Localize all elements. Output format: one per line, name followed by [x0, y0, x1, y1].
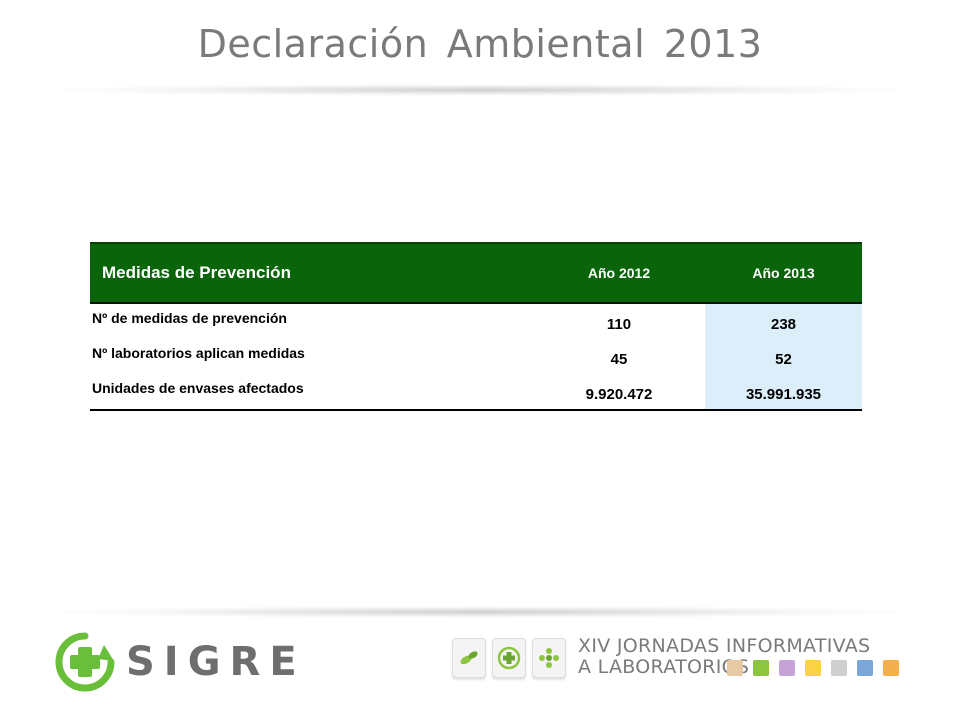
row-label: Nº laboratorios aplican medidas [92, 345, 305, 361]
table-body: Nº de medidas de prevención 110 238 Nº l… [90, 304, 862, 411]
header-year-2013: Año 2013 [752, 265, 815, 281]
color-square [883, 660, 899, 676]
color-squares [727, 660, 899, 676]
header-year-2012: Año 2012 [587, 265, 651, 281]
logo-text: SIGRE [126, 639, 306, 685]
cell-2012: 45 [610, 351, 628, 368]
cross-icon [492, 638, 526, 678]
table-header: Medidas de Prevención Año 2012 Año 2013 [90, 242, 862, 304]
color-square [857, 660, 873, 676]
sigre-logo: SIGRE [54, 632, 306, 692]
prevention-table: Medidas de Prevención Año 2012 Año 2013 … [90, 242, 862, 411]
event-badges [452, 638, 566, 678]
color-square [831, 660, 847, 676]
top-divider [60, 84, 900, 96]
table-row: Nº de medidas de prevención 110 238 [90, 304, 862, 339]
event-line-1: XIV JORNADAS INFORMATIVAS [578, 635, 871, 657]
cell-2013: 35.991.935 [705, 374, 862, 409]
cell-2013: 238 [705, 304, 862, 339]
header-measures: Medidas de Prevención [102, 263, 291, 282]
pills-icon [452, 638, 486, 678]
row-label: Nº de medidas de prevención [92, 310, 287, 326]
color-square [779, 660, 795, 676]
bottom-divider [60, 606, 900, 618]
page-title: Declaración Ambiental 2013 [197, 22, 763, 66]
event-title: XIV JORNADAS INFORMATIVAS A LABORATORIOS [578, 636, 870, 678]
color-square [727, 660, 743, 676]
cell-2012: 110 [606, 316, 632, 333]
recycle-cross-icon [55, 632, 115, 692]
flower-icon [532, 638, 566, 678]
event-line-2: A LABORATORIOS [578, 656, 750, 678]
color-square [805, 660, 821, 676]
row-label: Unidades de envases afectados [92, 380, 304, 396]
table-row: Unidades de envases afectados 9.920.472 … [90, 374, 862, 409]
color-square [753, 660, 769, 676]
cell-2013: 52 [705, 339, 862, 374]
table-row: Nº laboratorios aplican medidas 45 52 [90, 339, 862, 374]
cell-2012: 9.920.472 [585, 386, 653, 403]
